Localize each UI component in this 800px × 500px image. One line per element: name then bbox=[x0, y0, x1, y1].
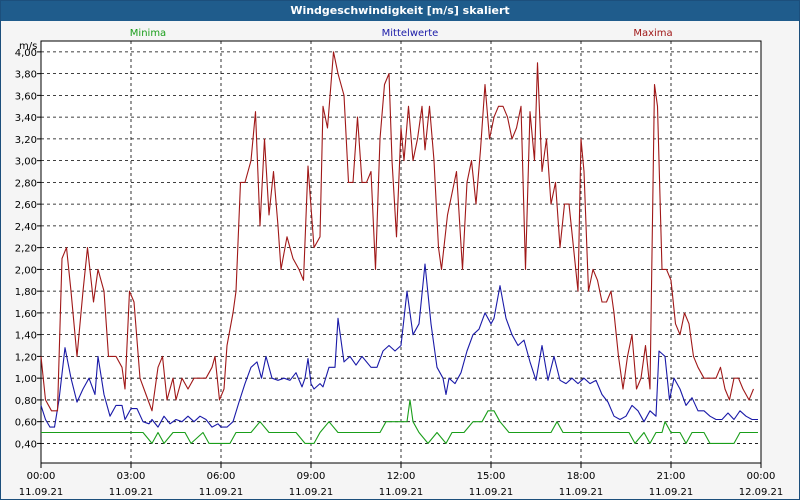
line-chart: m/s 0,40 0,60 0,80 1,00 1,20 1,40 1,60 1,80 2,00… bbox=[15, 28, 784, 498]
x-tick-time: 00:00 bbox=[747, 471, 776, 482]
legend-entry: Maxima bbox=[633, 28, 672, 39]
y-tick-label: 1,40 bbox=[15, 331, 37, 342]
y-axis: 0,40 0,60 0,80 1,00 1,20 1,40 1,60 1,80 2,00 2,20… bbox=[15, 48, 41, 450]
y-axis-unit: m/s bbox=[19, 41, 37, 52]
x-tick-date: 11.09.21 bbox=[109, 487, 154, 498]
series-line-minima bbox=[41, 399, 758, 444]
y-tick-label: 0,60 bbox=[15, 418, 37, 429]
x-tick-date: 12.09.21 bbox=[739, 487, 784, 498]
x-tick-time: 00:00 bbox=[27, 471, 56, 482]
y-tick-label: 4,00 bbox=[15, 48, 37, 59]
x-tick-date: 11.09.21 bbox=[649, 487, 694, 498]
window-title: Windgeschwindigkeit [m/s] skaliert bbox=[1, 1, 799, 21]
x-tick-time: 18:00 bbox=[567, 471, 596, 482]
x-tick-date: 11.09.21 bbox=[469, 487, 514, 498]
legend: Minima Mittelwerte Maxima bbox=[130, 28, 673, 39]
y-tick-label: 3,60 bbox=[15, 91, 37, 102]
x-tick-date: 11.09.21 bbox=[199, 487, 244, 498]
y-tick-label: 1,20 bbox=[15, 352, 37, 363]
series-lines bbox=[40, 51, 758, 444]
y-tick-label: 1,60 bbox=[15, 309, 37, 320]
grid-lines bbox=[41, 41, 761, 463]
y-tick-label: 2,20 bbox=[15, 244, 37, 255]
y-tick-label: 0,80 bbox=[15, 396, 37, 407]
y-tick-label: 3,40 bbox=[15, 113, 37, 124]
y-tick-label: 0,40 bbox=[15, 439, 37, 450]
y-tick-label: 2,80 bbox=[15, 178, 37, 189]
series-line-mittelwerte bbox=[40, 263, 758, 428]
y-tick-label: 3,80 bbox=[15, 70, 37, 81]
y-tick-label: 2,40 bbox=[15, 222, 37, 233]
x-axis: 00:00 11.09.21 03:00 11.09.21 06:00 11.09.21 0… bbox=[19, 463, 784, 498]
y-tick-label: 2,60 bbox=[15, 200, 37, 211]
x-tick-date: 11.09.21 bbox=[19, 487, 64, 498]
y-tick-label: 3,20 bbox=[15, 135, 37, 146]
x-tick-date: 11.09.21 bbox=[379, 487, 424, 498]
y-tick-label: 3,00 bbox=[15, 157, 37, 168]
y-tick-label: 2,00 bbox=[15, 265, 37, 276]
y-tick-label: 1,00 bbox=[15, 374, 37, 385]
legend-entry: Minima bbox=[130, 28, 166, 39]
x-tick-time: 15:00 bbox=[477, 471, 506, 482]
x-tick-date: 11.09.21 bbox=[289, 487, 334, 498]
y-tick-label: 1,80 bbox=[15, 287, 37, 298]
x-tick-time: 21:00 bbox=[657, 471, 686, 482]
x-tick-time: 12:00 bbox=[387, 471, 416, 482]
x-tick-time: 03:00 bbox=[117, 471, 146, 482]
series-line-maxima bbox=[40, 51, 755, 412]
x-tick-date: 11.09.21 bbox=[559, 487, 604, 498]
x-tick-time: 09:00 bbox=[297, 471, 326, 482]
legend-entry: Mittelwerte bbox=[382, 28, 439, 39]
x-tick-time: 06:00 bbox=[207, 471, 236, 482]
